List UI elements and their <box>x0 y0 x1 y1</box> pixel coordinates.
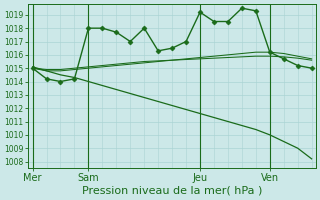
X-axis label: Pression niveau de la mer( hPa ): Pression niveau de la mer( hPa ) <box>82 186 262 196</box>
